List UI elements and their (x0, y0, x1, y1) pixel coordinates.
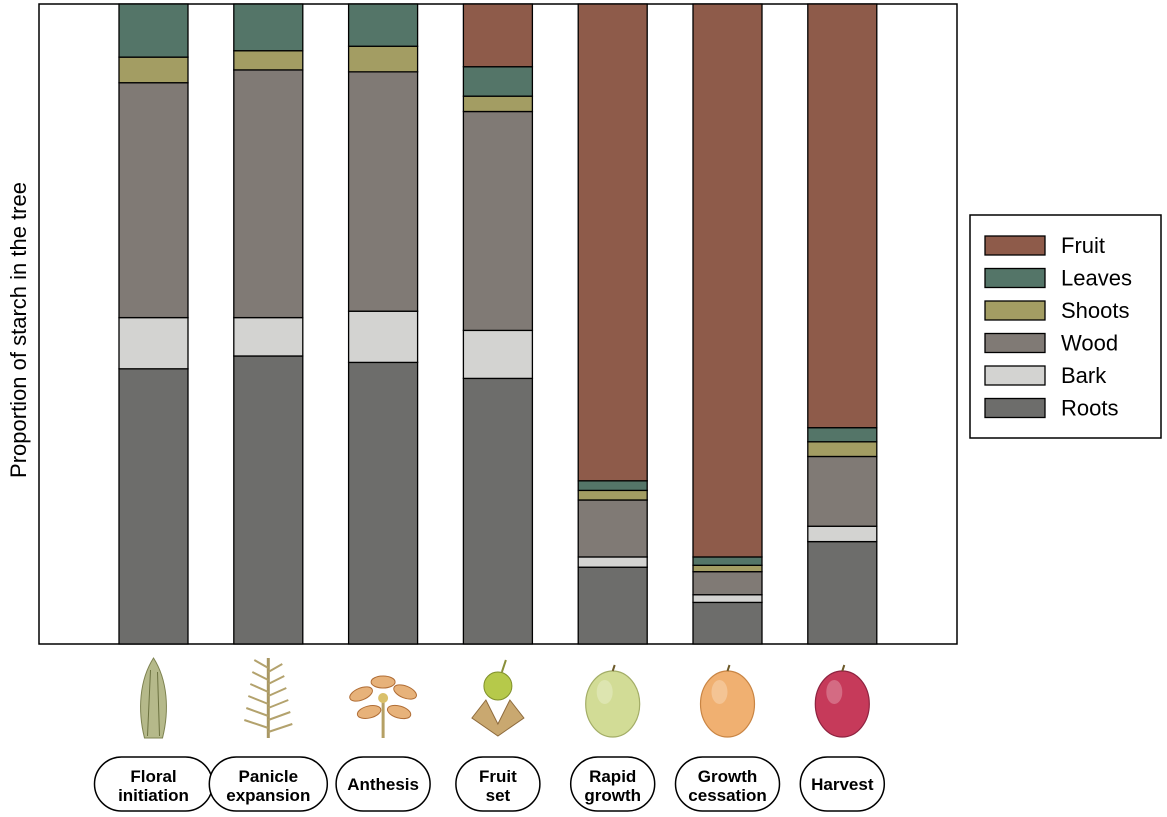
bar-anthesis-wood (347, 71, 419, 312)
bar-floral-initiation-leaves (118, 3, 189, 58)
red-mango-icon (814, 664, 870, 738)
legend-label-wood: Wood (1061, 331, 1118, 356)
bar-rapid-growth-fruit (577, 3, 648, 482)
fruit-set-icon (471, 659, 525, 737)
bar-fruit-set-bark (462, 329, 534, 380)
bars-group (118, 3, 878, 645)
stage-label-line: Growth (698, 767, 758, 786)
bar-rapid-growth-wood (577, 499, 648, 558)
stage-label-line: expansion (226, 786, 310, 805)
legend-swatch-shoots (984, 300, 1046, 321)
bar-fruit-set-wood (462, 110, 534, 332)
stage-label-capsule (569, 756, 656, 812)
bar-growth-cessation-fruit (692, 3, 763, 558)
stage-label-harvest: Harvest (799, 756, 886, 812)
bar-panicle-expansion-roots (233, 355, 304, 645)
bar-rapid-growth-leaves (577, 480, 648, 492)
stage-label-line: Fruit (479, 767, 517, 786)
bar-growth-cessation-roots (692, 601, 763, 645)
stage-label-anthesis: Anthesis (335, 756, 431, 812)
stage-label-line: Floral (130, 767, 176, 786)
stage-label-line: Panicle (239, 767, 299, 786)
stage-label-line: Anthesis (347, 775, 419, 794)
stage-label-line: set (486, 786, 511, 805)
bar-floral-initiation-roots (118, 368, 189, 645)
legend-label-shoots: Shoots (1061, 298, 1130, 323)
stage-label-capsule (335, 756, 431, 812)
bar-anthesis-roots (347, 361, 419, 645)
stage-label-line: Harvest (811, 775, 874, 794)
bar-panicle-expansion-wood (233, 69, 304, 319)
legend-swatch-leaves (984, 267, 1046, 289)
bar-panicle-expansion-shoots (233, 50, 304, 71)
bar-harvest-leaves (807, 427, 878, 443)
legend-label-roots: Roots (1061, 396, 1118, 421)
bar-panicle-expansion-leaves (233, 3, 304, 52)
bar-harvest-roots (807, 540, 878, 645)
panicle-icon (243, 658, 293, 738)
legend-swatch-roots (984, 397, 1046, 419)
floral-bud-icon (140, 657, 167, 739)
stage-icons-group (140, 657, 870, 739)
legend-label-leaves: Leaves (1061, 266, 1132, 291)
bar-floral-initiation-wood (118, 82, 189, 319)
stage-label-line: Rapid (589, 767, 636, 786)
y-axis-label: Proportion of starch in the tree (6, 182, 31, 478)
y-axis-label-group: Proportion of starch in the tree (6, 182, 31, 478)
bar-anthesis-bark (347, 310, 419, 364)
stage-label-capsule (799, 756, 886, 812)
ripening-mango-icon (699, 664, 756, 738)
stage-label-line: cessation (688, 786, 766, 805)
bar-fruit-set-shoots (462, 95, 534, 113)
legend-label-fruit: Fruit (1061, 233, 1105, 258)
bar-harvest-fruit (807, 3, 878, 429)
bar-rapid-growth-shoots (577, 489, 648, 501)
legend-label-bark: Bark (1061, 363, 1107, 388)
legend-swatch-wood (984, 332, 1046, 354)
bar-floral-initiation-bark (118, 316, 189, 370)
stage-labels-group: FloralinitiationPanicleexpansionAnthesis… (93, 756, 886, 812)
bar-growth-cessation-shoots (692, 564, 763, 573)
bar-growth-cessation-leaves (692, 556, 763, 566)
bar-growth-cessation-wood (692, 571, 763, 596)
bar-fruit-set-roots (462, 377, 534, 645)
bar-panicle-expansion-bark (233, 316, 304, 357)
flower-icon (349, 675, 417, 738)
stage-label-capsule (674, 756, 781, 812)
green-mango-icon (585, 664, 641, 738)
stage-label-line: growth (584, 786, 641, 805)
stage-label-line: initiation (118, 786, 189, 805)
bar-floral-initiation-shoots (118, 56, 189, 84)
stage-label-capsule (208, 756, 329, 812)
legend: Fruit Leaves Shoots Wood Bark Roots (969, 214, 1162, 439)
bar-growth-cessation-bark (692, 594, 763, 604)
bar-rapid-growth-roots (577, 566, 648, 645)
bar-harvest-wood (807, 455, 878, 527)
bar-fruit-set-fruit (462, 3, 534, 68)
bar-harvest-bark (807, 525, 878, 543)
bar-anthesis-leaves (347, 3, 419, 47)
stage-label-capsule (455, 756, 541, 812)
bar-harvest-shoots (807, 441, 878, 458)
bar-fruit-set-leaves (462, 66, 534, 97)
legend-swatch-fruit (984, 235, 1046, 256)
legend-swatch-bark (984, 365, 1046, 386)
bar-anthesis-shoots (347, 45, 419, 73)
bar-rapid-growth-bark (577, 556, 648, 568)
